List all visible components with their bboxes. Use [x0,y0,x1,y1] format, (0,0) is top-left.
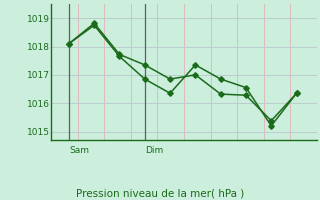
Text: Sam: Sam [69,146,89,155]
Text: Pression niveau de la mer( hPa ): Pression niveau de la mer( hPa ) [76,188,244,198]
Text: Dim: Dim [145,146,163,155]
